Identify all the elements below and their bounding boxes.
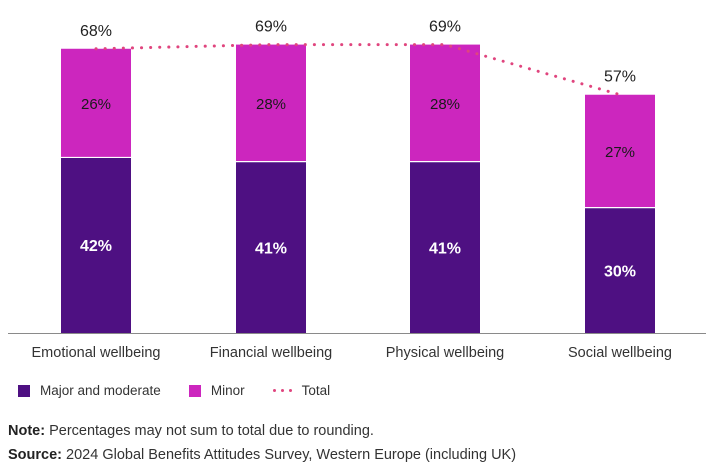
label-total-0: 68% (80, 23, 112, 40)
bar-minor-1 (236, 44, 306, 162)
label-total-1: 69% (255, 19, 287, 36)
bar-minor-2 (410, 44, 480, 162)
label-total-3: 57% (604, 69, 636, 86)
legend-swatch-minor (188, 384, 201, 397)
legend-label-minor: Minor (210, 383, 245, 398)
bar-major-1 (236, 161, 306, 333)
label-major-3: 30% (604, 263, 636, 280)
label-minor-0: 26% (81, 96, 111, 113)
legend-dots-total (272, 389, 292, 392)
category-label-0: Emotional wellbeing (32, 345, 161, 361)
legend-swatch-major (18, 384, 30, 397)
note-text: Percentages may not sum to total due to … (45, 423, 374, 439)
total-line (94, 43, 622, 97)
source-label: Source: (8, 447, 62, 463)
legend-item-total: Total (272, 383, 331, 398)
bar-minor-3 (585, 94, 655, 208)
label-minor-1: 28% (256, 96, 286, 113)
note-line: Note: Percentages may not sum to total d… (8, 423, 374, 439)
label-minor-3: 27% (605, 144, 635, 161)
category-label-2: Physical wellbeing (386, 345, 504, 361)
source-text: 2024 Global Benefits Attitudes Survey, W… (62, 447, 517, 463)
label-major-1: 41% (255, 240, 287, 257)
bar-minor-0 (61, 48, 131, 158)
bar-major-2 (410, 161, 480, 333)
legend-item-minor: Minor (188, 383, 245, 398)
label-minor-2: 28% (430, 96, 460, 113)
category-label-3: Social wellbeing (568, 345, 672, 361)
bar-major-3 (585, 207, 655, 333)
category-label-1: Financial wellbeing (210, 345, 333, 361)
legend-item-major: Major and moderate (18, 383, 161, 398)
legend-label-total: Total (301, 383, 331, 398)
legend-label-major: Major and moderate (40, 383, 161, 398)
label-major-2: 41% (429, 240, 461, 257)
label-total-2: 69% (429, 19, 461, 36)
stacked-bar-chart: 42% 26% 68% Emotional wellbeing 41% 28% 69% Fin… (8, 19, 706, 361)
source-line: Source: 2024 Global Benefits Attitudes S… (8, 447, 516, 463)
note-label: Note: (8, 423, 46, 439)
legend: Major and moderate Minor Total (18, 383, 358, 398)
label-major-0: 42% (80, 238, 112, 255)
bar-major-0 (61, 157, 131, 333)
